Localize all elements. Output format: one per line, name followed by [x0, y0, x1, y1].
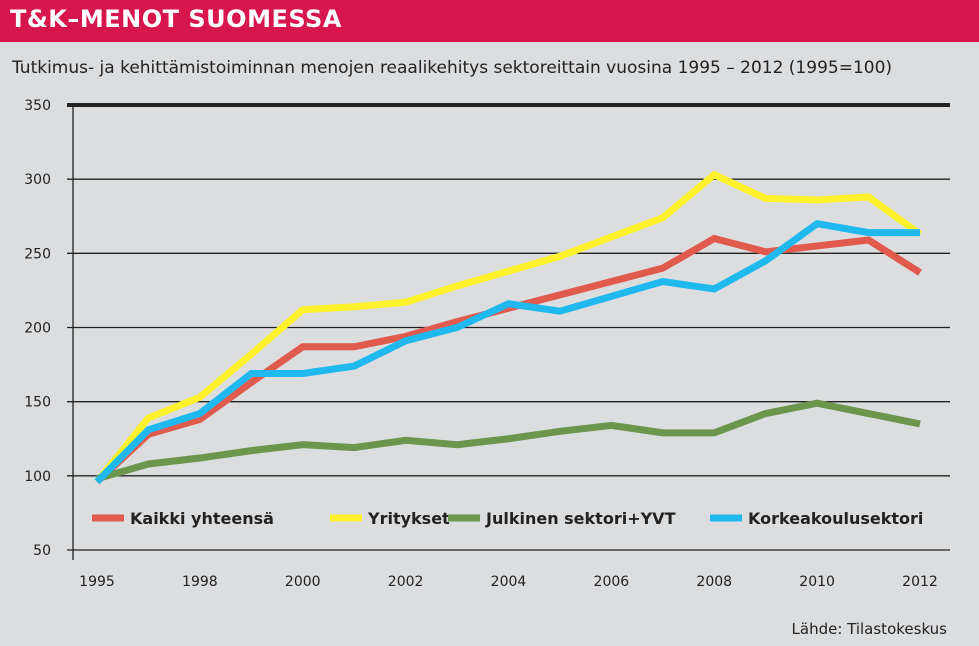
- x-tick-label: 1995: [79, 574, 115, 590]
- series-line-2: [96, 399, 921, 483]
- x-tick-label: 1998: [182, 574, 218, 590]
- x-tick-label: 2002: [388, 574, 424, 590]
- legend-label: Korkeakoulusektori: [748, 509, 923, 528]
- y-tick-label: 250: [24, 246, 51, 262]
- y-tick-label: 200: [24, 321, 51, 337]
- x-tick-label: 2012: [902, 574, 938, 590]
- y-tick-label: 300: [24, 172, 51, 188]
- header-bar: T&K–MENOT SUOMESSA: [0, 0, 979, 42]
- legend-label: Julkinen sektori+YVT: [485, 509, 676, 528]
- y-tick-label: 50: [33, 543, 51, 559]
- x-tick-label: 2006: [594, 574, 630, 590]
- series-line-1: [94, 170, 923, 484]
- chart-title: Tutkimus- ja kehittämistoiminnan menojen…: [12, 58, 893, 78]
- x-tick-label: 2004: [491, 574, 527, 590]
- legend-label: Kaikki yhteensä: [130, 509, 274, 528]
- x-tick-label: 2010: [799, 574, 835, 590]
- y-tick-label: 100: [24, 469, 51, 485]
- y-tick-label: 150: [24, 395, 51, 411]
- series-line-0: [94, 234, 922, 485]
- y-tick-label: 350: [24, 98, 51, 114]
- x-tick-label: 2000: [285, 574, 321, 590]
- x-tick-label: 2008: [696, 574, 732, 590]
- source-label: Lähde: Tilastokeskus: [791, 620, 947, 638]
- legend-label: Yritykset: [367, 509, 450, 528]
- series-line-3: [94, 219, 920, 485]
- header-title: T&K–MENOT SUOMESSA: [10, 5, 342, 33]
